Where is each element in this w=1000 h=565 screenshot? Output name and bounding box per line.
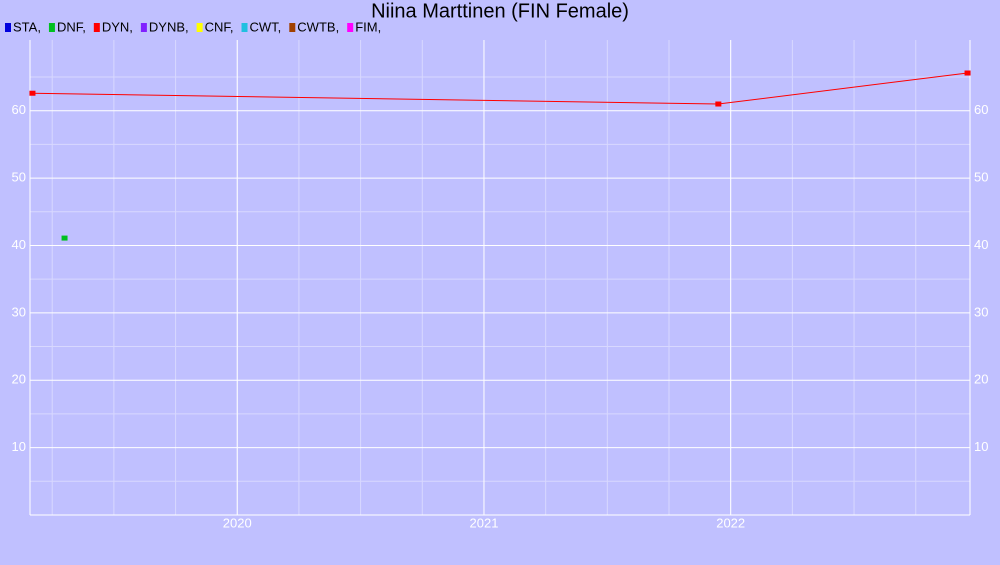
y-tick-label: 10: [12, 439, 26, 454]
y2-tick-label: 30: [974, 304, 988, 319]
x-tick-label: 2021: [470, 515, 499, 530]
legend-swatch: [140, 23, 147, 32]
data-point: [715, 101, 722, 107]
data-point: [29, 90, 36, 96]
y2-tick-label: 60: [974, 102, 988, 117]
chart-title: Niina Marttinen (FIN Female): [371, 0, 629, 22]
legend-label: FIM,: [355, 19, 381, 34]
legend-swatch: [241, 23, 248, 32]
y-tick-label: 50: [12, 170, 26, 185]
y-tick-label: 20: [12, 372, 26, 387]
legend-swatch: [196, 23, 203, 32]
legend-swatch: [347, 23, 354, 32]
y2-tick-label: 20: [974, 372, 988, 387]
legend-label: CNF,: [205, 19, 234, 34]
data-point: [964, 70, 971, 76]
legend-label: CWT,: [250, 19, 282, 34]
legend-label: DYNB,: [149, 19, 189, 34]
legend-label: CWTB,: [297, 19, 339, 34]
data-point: [61, 235, 68, 241]
y-tick-label: 40: [12, 237, 26, 252]
legend-swatch: [289, 23, 296, 32]
legend-swatch: [48, 23, 55, 32]
y2-tick-label: 40: [974, 237, 988, 252]
legend-label: DNF,: [57, 19, 86, 34]
legend-swatch: [5, 23, 11, 32]
y2-tick-label: 50: [974, 170, 988, 185]
y-tick-label: 60: [12, 102, 26, 117]
x-tick-label: 2022: [716, 515, 745, 530]
legend-label: STA,: [13, 19, 41, 34]
x-tick-label: 2020: [223, 515, 252, 530]
legend-label: DYN,: [102, 19, 133, 34]
y2-tick-label: 10: [974, 439, 988, 454]
legend-swatch: [93, 23, 100, 32]
y-tick-label: 30: [12, 304, 26, 319]
